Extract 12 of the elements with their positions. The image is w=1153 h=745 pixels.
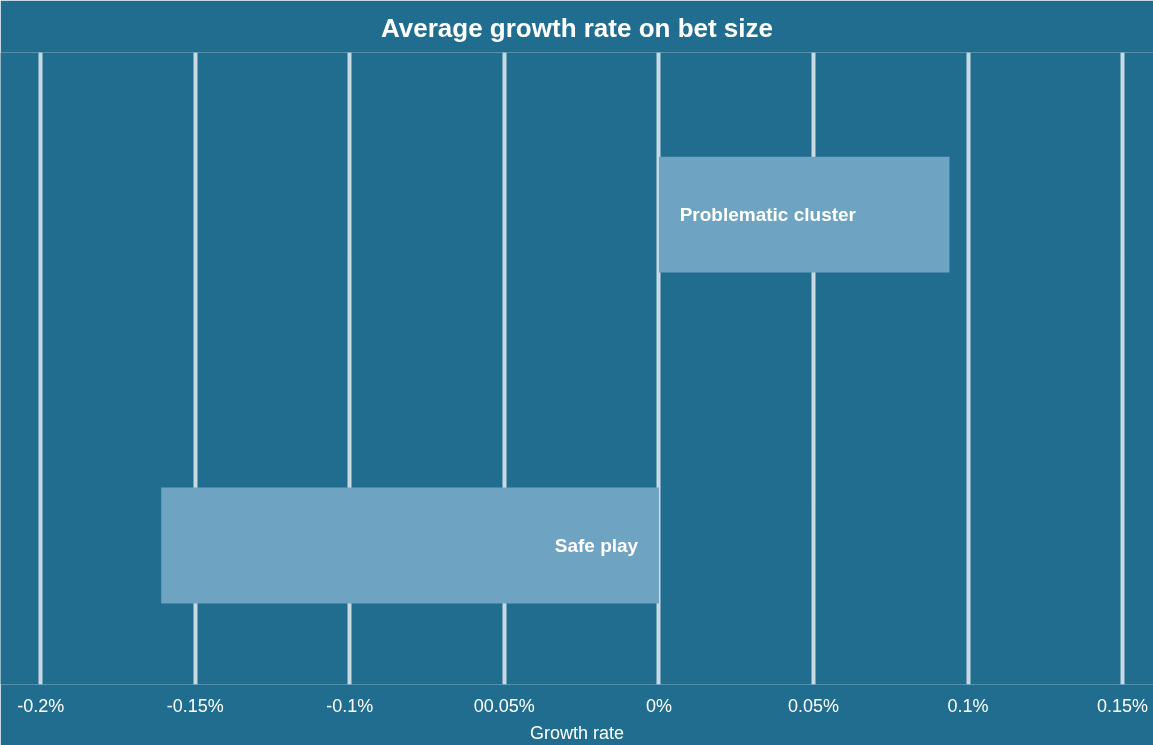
chart-title: Average growth rate on bet size bbox=[380, 12, 774, 43]
x-tick-label: -0.15% bbox=[166, 695, 224, 716]
x-tick-label: -0.1% bbox=[326, 695, 374, 716]
x-tick-label: -0.2% bbox=[17, 695, 65, 716]
y-tick-label: Problematic cluster bbox=[679, 204, 857, 226]
x-tick-label: 00.05% bbox=[473, 695, 535, 716]
x-axis-title: Growth rate bbox=[529, 722, 625, 743]
x-tick-label: 0.15% bbox=[1097, 695, 1149, 716]
x-tick-label: 0.05% bbox=[787, 695, 839, 716]
y-tick-label: Safe play bbox=[554, 535, 639, 557]
x-tick-label: 0% bbox=[645, 695, 672, 716]
x-tick-label: 0.1% bbox=[947, 695, 989, 716]
